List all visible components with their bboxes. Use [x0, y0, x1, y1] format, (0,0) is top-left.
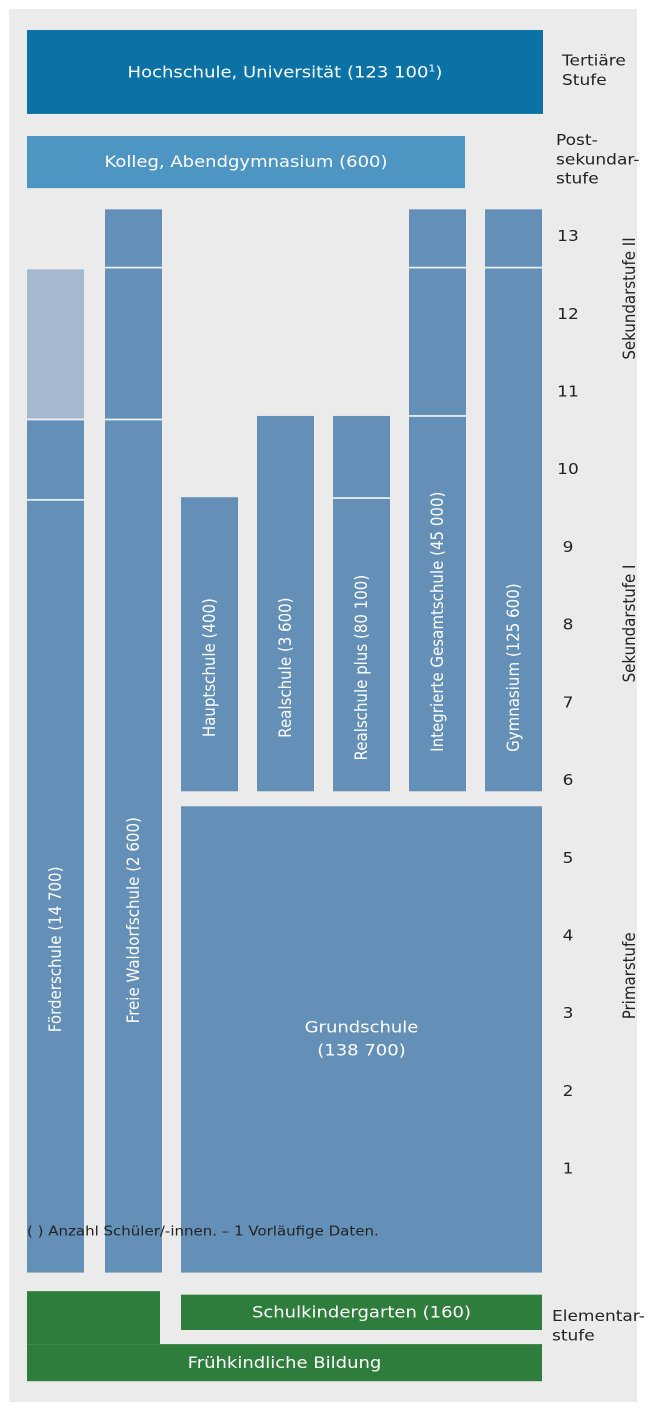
realschule-plus-divider [333, 497, 390, 499]
grade-number: 5 [562, 849, 574, 868]
kolleg-block: Kolleg, Abendgymnasium (600) [27, 136, 465, 189]
grade-number: 6 [562, 771, 574, 790]
stage-sekundarstufe-1: Sekundarstufe I [620, 564, 640, 683]
stage-elementar: Elementar- stufe [552, 1307, 645, 1346]
stage-primarstufe: Primarstufe [620, 932, 640, 1020]
kolleg-label: Kolleg, Abendgymnasium (600) [104, 152, 388, 172]
foerderschule-divider [27, 498, 84, 501]
fruehkindliche-bildung-label: Frühkindliche Bildung [187, 1353, 382, 1372]
hochschule-label: Hochschule, Universität (123 1001) [127, 62, 443, 82]
realschule-plus-column [333, 415, 390, 792]
stage-post-line: sekundar- [556, 151, 640, 169]
realschule-label: Realschule (3 600) [276, 597, 296, 738]
hauptschule-column [181, 497, 238, 792]
stage-post-line: stufe [556, 170, 599, 189]
waldorf-divider [105, 418, 162, 421]
grundschule-label: Grundschule [304, 1018, 419, 1037]
gesamtschule-label: Integrierte Gesamtschule (45 000) [428, 491, 448, 752]
grundschule-count: (138 700) [317, 1041, 406, 1060]
foerderschule-upper-segment [27, 269, 84, 420]
realschule-column [257, 415, 314, 792]
stage-post-line: Post- [556, 131, 598, 150]
schulkindergarten-label: Schulkindergarten (160) [251, 1303, 472, 1322]
foerderschule-divider [27, 418, 84, 421]
grade-number: 10 [557, 460, 579, 479]
grade-number: 3 [562, 1004, 574, 1023]
stage-elementar-line: Elementar- [552, 1307, 645, 1326]
waldorf-divider [105, 266, 162, 269]
gesamtschule-divider [409, 266, 466, 269]
gymnasium-column [485, 209, 542, 792]
grade-number: 2 [562, 1082, 574, 1101]
gesamtschule-column [409, 209, 466, 792]
hochschule-block: Hochschule, Universität (123 1001) [27, 30, 543, 114]
grade-number: 7 [562, 694, 574, 712]
schulkindergarten-block: Schulkindergarten (160) [181, 1294, 542, 1330]
stage-postsekundar: Post- sekundar- stufe [556, 131, 639, 189]
grade-number: 13 [557, 227, 579, 246]
gymnasium-label: Gymnasium (125 600) [504, 583, 524, 752]
foerderschule-column [27, 419, 84, 1273]
stage-elementar-line: stufe [552, 1327, 595, 1345]
footnote-marker: 1 [428, 62, 436, 74]
stage-tertiaer-line: Stufe [562, 71, 607, 90]
grade-number: 8 [562, 616, 574, 635]
grade-number: 4 [562, 927, 574, 945]
stage-tertiaer: Tertiäre Stufe [562, 51, 626, 90]
realschule-plus-label: Realschule plus (80 100) [352, 574, 372, 761]
gesamtschule-divider [409, 415, 466, 417]
stage-sekundarstufe-2: Sekundarstufe II [620, 237, 640, 360]
grade-number: 11 [557, 383, 579, 401]
grundschule-block: Grundschule (138 700) [181, 806, 542, 1273]
hauptschule-label: Hauptschule (400) [200, 598, 220, 738]
waldorf-label: Freie Waldorfschule (2 600) [124, 817, 144, 1024]
stage-tertiaer-line: Tertiäre [562, 52, 626, 70]
footnote: ( ) Anzahl Schüler/-innen. – 1 Vorläufig… [27, 1223, 379, 1240]
waldorf-column [105, 209, 162, 1273]
gymnasium-divider [485, 266, 542, 269]
grade-number: 9 [562, 538, 574, 557]
fruehkindliche-bildung-block: Frühkindliche Bildung [27, 1344, 542, 1382]
grade-number: 1 [562, 1160, 574, 1179]
foerderschule-label: Förderschule (14 700) [46, 866, 66, 1033]
grade-number: 12 [557, 305, 579, 324]
fruehkindliche-upper [27, 1291, 160, 1345]
